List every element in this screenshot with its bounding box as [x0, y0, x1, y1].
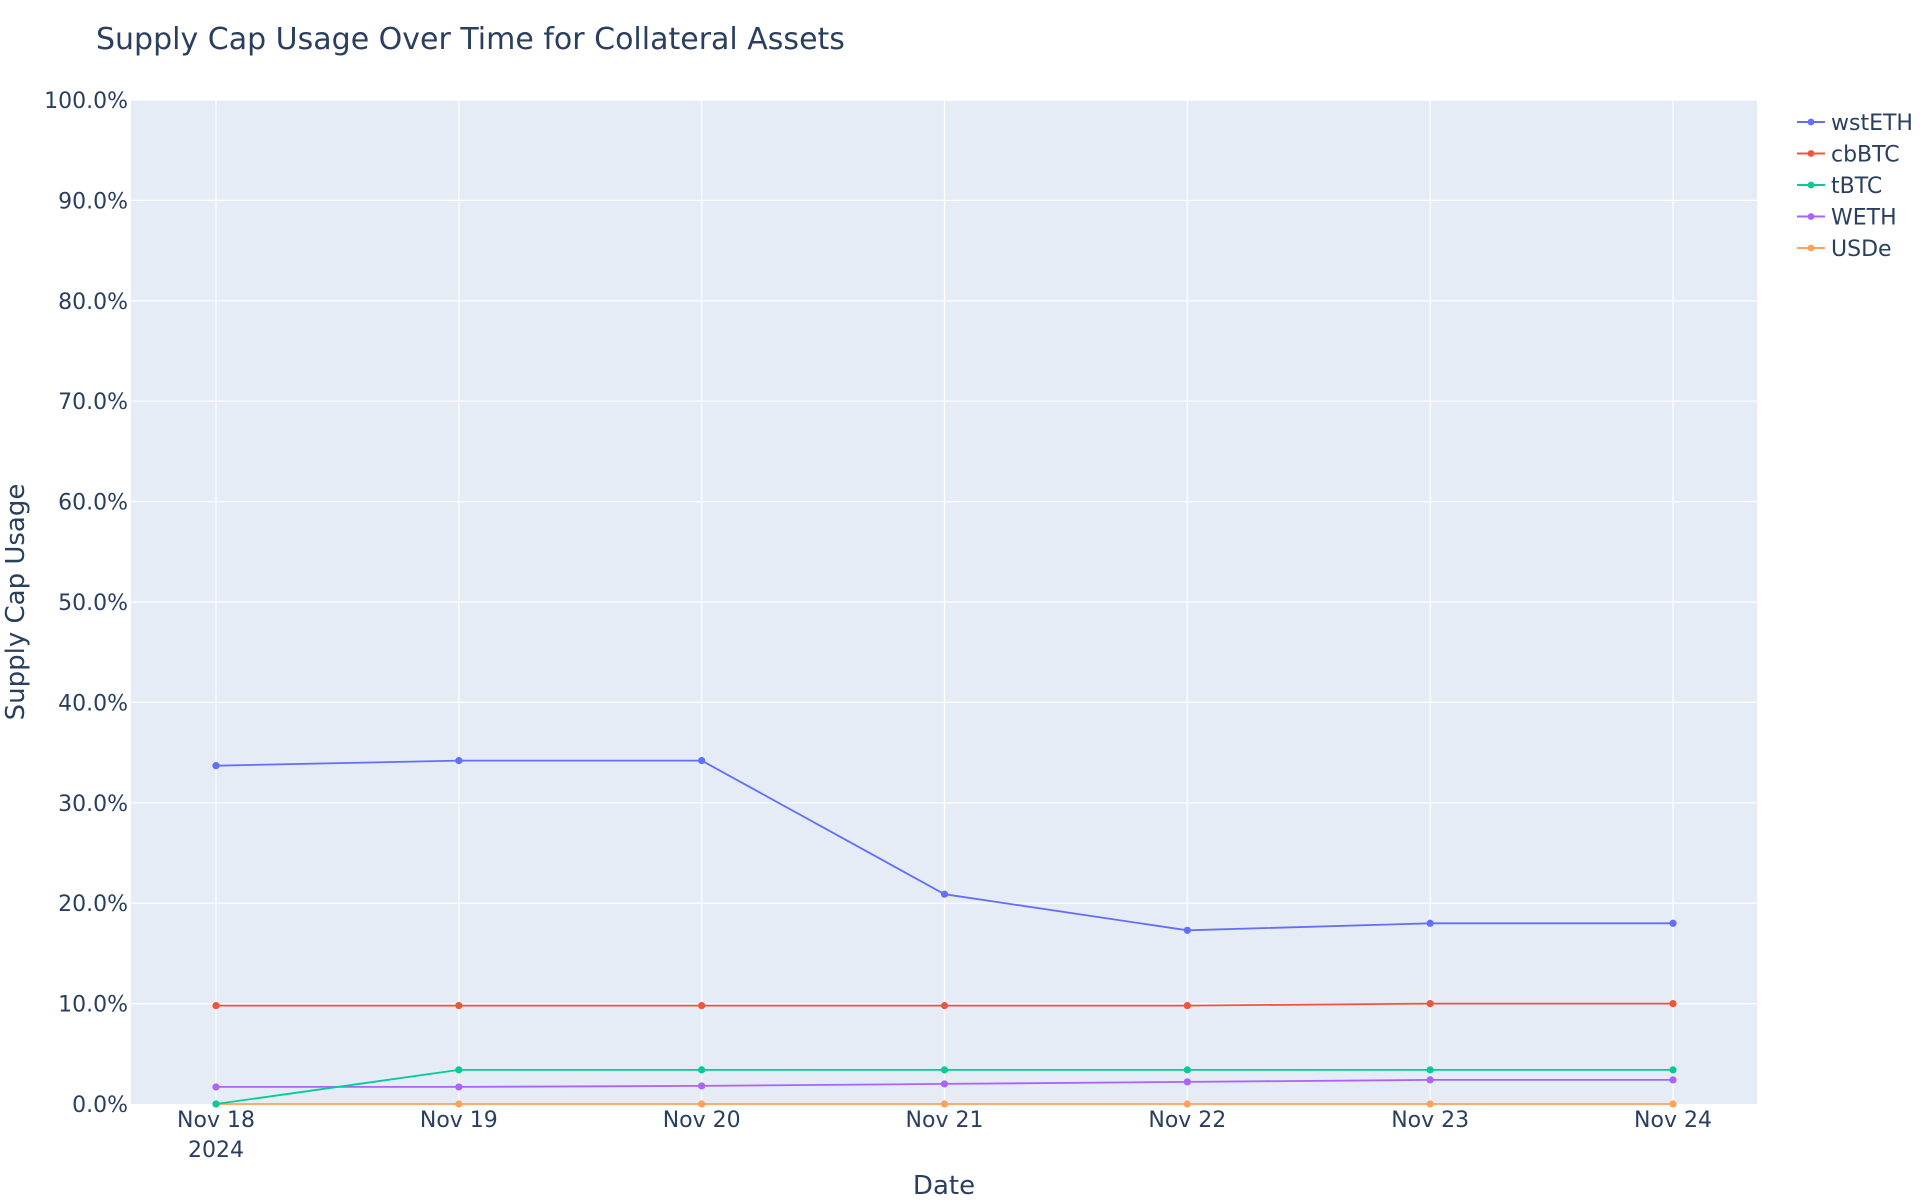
series-lines: [212, 757, 1677, 1108]
legend-marker-USDe: [1807, 244, 1815, 252]
data-point-cbBTC: [455, 1002, 463, 1010]
data-point-WETH: [1426, 1076, 1434, 1084]
x-tick-label: Nov 20: [663, 1108, 741, 1133]
x-axis-label: Date: [913, 1171, 975, 1200]
data-point-wstETH: [1183, 926, 1191, 934]
data-point-WETH: [940, 1080, 949, 1088]
data-point-tBTC: [940, 1066, 949, 1074]
gridlines: [131, 99, 1757, 1104]
x-tick-label: Nov 22: [1148, 1108, 1226, 1133]
y-tick-label: 100.0%: [44, 89, 128, 114]
data-point-cbBTC: [1183, 1002, 1191, 1010]
data-point-tBTC: [1183, 1066, 1191, 1074]
data-point-tBTC: [698, 1066, 706, 1074]
y-tick-label: 60.0%: [58, 491, 128, 516]
y-axis-label: Supply Cap Usage: [1, 484, 31, 721]
x-tick-label: Nov 23: [1391, 1108, 1469, 1133]
data-point-wstETH: [455, 757, 463, 765]
y-tick-label: 0.0%: [72, 1093, 128, 1118]
legend-marker-WETH: [1807, 213, 1815, 220]
data-point-tBTC: [455, 1066, 463, 1074]
legend: wstETH cbBTC tBTC WETH USDe: [1797, 111, 1913, 262]
data-point-USDe: [1183, 1100, 1191, 1108]
y-tick-label: 80.0%: [58, 290, 128, 315]
y-axis-ticks: 0.0% 10.0% 20.0% 30.0% 40.0% 50.0% 60.0% 70.0% 8…: [44, 89, 128, 1118]
chart-title: Supply Cap Usage Over Time for Collatera…: [96, 22, 845, 57]
x-tick-label: Nov 19: [420, 1108, 498, 1133]
data-point-wstETH: [1426, 919, 1434, 927]
y-tick-label: 10.0%: [58, 993, 128, 1018]
legend-label-USDe: USDe: [1831, 237, 1892, 262]
data-point-USDe: [940, 1100, 949, 1108]
legend-label-cbBTC: cbBTC: [1831, 143, 1900, 168]
y-tick-label: 70.0%: [58, 390, 128, 415]
y-tick-label: 90.0%: [58, 189, 128, 214]
x-tick-year-label: 2024: [188, 1138, 244, 1163]
data-point-WETH: [698, 1082, 706, 1090]
x-tick-label: Nov 18: [177, 1108, 255, 1133]
data-point-cbBTC: [698, 1002, 706, 1010]
data-point-WETH: [455, 1083, 463, 1091]
data-point-wstETH: [698, 757, 706, 765]
data-point-USDe: [698, 1100, 706, 1108]
x-axis-ticks: Nov 18 Nov 19 Nov 20 Nov 21 Nov 22 Nov 23 Nov …: [177, 1108, 1712, 1163]
legend-label-wstETH: wstETH: [1831, 111, 1913, 136]
x-tick-label: Nov 21: [906, 1108, 984, 1133]
data-point-wstETH: [1669, 919, 1677, 927]
legend-marker-cbBTC: [1807, 150, 1815, 157]
y-tick-label: 20.0%: [58, 892, 128, 917]
legend-marker-wstETH: [1807, 118, 1815, 126]
data-point-tBTC: [212, 1100, 220, 1108]
y-tick-label: 50.0%: [58, 591, 128, 616]
legend-label-tBTC: tBTC: [1831, 174, 1882, 199]
data-point-wstETH: [940, 890, 949, 898]
legend-marker-tBTC: [1807, 181, 1815, 189]
data-point-tBTC: [1669, 1066, 1677, 1074]
data-point-wstETH: [212, 762, 220, 770]
data-point-USDe: [1426, 1100, 1434, 1108]
legend-label-WETH: WETH: [1831, 206, 1897, 231]
y-tick-label: 30.0%: [58, 792, 128, 817]
y-tick-label: 40.0%: [58, 691, 128, 716]
data-point-tBTC: [1426, 1066, 1434, 1074]
data-point-cbBTC: [1426, 1000, 1434, 1008]
data-point-WETH: [1183, 1078, 1191, 1086]
data-point-cbBTC: [212, 1002, 220, 1010]
data-point-cbBTC: [1669, 1000, 1677, 1008]
x-tick-label: Nov 24: [1634, 1108, 1712, 1133]
data-point-WETH: [1669, 1076, 1677, 1084]
data-point-WETH: [212, 1083, 220, 1091]
data-point-cbBTC: [940, 1002, 949, 1010]
data-point-USDe: [1669, 1100, 1677, 1108]
data-point-USDe: [455, 1100, 463, 1108]
